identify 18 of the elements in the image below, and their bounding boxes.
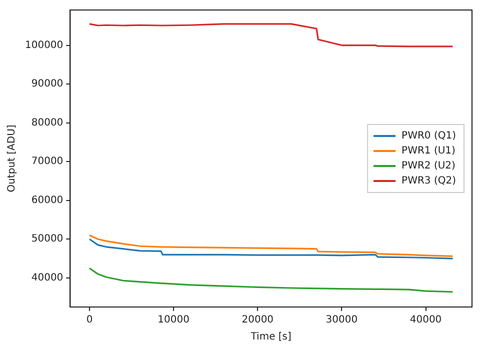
x-axis-title: Time [s] bbox=[250, 332, 292, 343]
legend-label: PWR2 (U2) bbox=[402, 160, 456, 172]
x-tick-label: 30000 bbox=[326, 314, 358, 326]
y-tick-label: 90000 bbox=[31, 78, 64, 90]
y-tick-label: 40000 bbox=[31, 272, 64, 284]
x-tick-label: 40000 bbox=[410, 314, 442, 326]
y-tick-label: 80000 bbox=[31, 117, 64, 128]
x-tick-label: 10000 bbox=[158, 314, 190, 326]
y-tick-label: 70000 bbox=[31, 156, 64, 168]
legend-label: PWR3 (Q2) bbox=[402, 176, 456, 187]
y-axis-title: Output [ADU] bbox=[6, 124, 18, 192]
x-tick-label: 0 bbox=[86, 314, 93, 326]
legend-label: PWR0 (Q1) bbox=[402, 130, 456, 142]
y-tick-label: 100000 bbox=[24, 40, 64, 51]
x-tick-label: 20000 bbox=[242, 314, 274, 326]
y-tick-label: 60000 bbox=[31, 194, 64, 206]
legend-label: PWR1 (U1) bbox=[402, 146, 456, 157]
y-tick-label: 50000 bbox=[31, 234, 64, 245]
